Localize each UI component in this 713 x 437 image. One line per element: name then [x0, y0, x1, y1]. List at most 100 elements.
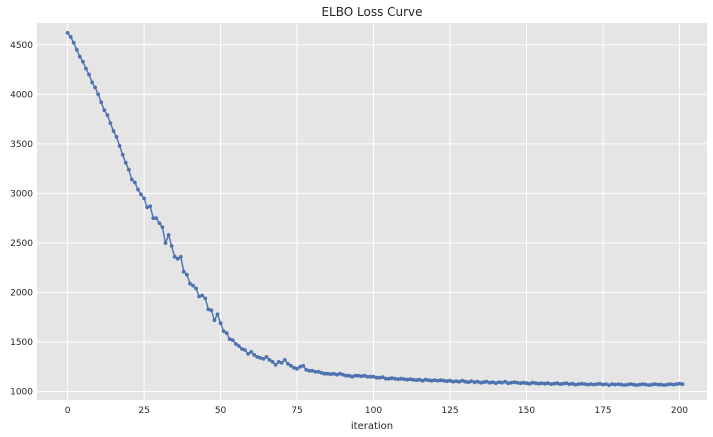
data-point: [191, 283, 195, 288]
data-point: [243, 348, 247, 352]
data-point: [625, 382, 630, 387]
data-point: [438, 378, 443, 383]
data-point: [622, 383, 627, 387]
data-point: [677, 381, 682, 386]
data-point: [142, 196, 147, 201]
data-point: [188, 281, 192, 286]
data-point: [445, 379, 449, 384]
data-point: [527, 381, 532, 386]
data-point: [145, 205, 150, 210]
data-point: [240, 347, 244, 351]
data-point: [65, 31, 70, 35]
x-tick-label: 200: [671, 406, 688, 416]
data-point: [267, 358, 272, 362]
data-point: [414, 378, 419, 383]
data-point: [494, 381, 498, 386]
data-point: [555, 381, 559, 386]
data-point: [533, 381, 538, 386]
data-point: [319, 370, 324, 375]
data-point: [286, 361, 290, 366]
data-point: [490, 380, 495, 385]
data-point: [181, 269, 186, 274]
data-point: [383, 376, 388, 381]
data-point: [172, 254, 177, 259]
data-point: [457, 379, 462, 384]
data-point: [68, 35, 73, 39]
y-tick-label: 2500: [10, 239, 33, 249]
data-point: [264, 355, 269, 359]
data-point: [512, 380, 517, 385]
data-point: [316, 369, 321, 374]
data-point: [448, 378, 452, 383]
data-point: [481, 380, 486, 385]
data-point: [386, 376, 391, 381]
data-point: [325, 371, 330, 376]
data-point: [582, 382, 587, 386]
data-point: [71, 40, 76, 45]
y-tick-label: 3000: [10, 189, 33, 199]
data-point: [304, 367, 309, 372]
data-point: [169, 244, 174, 248]
data-point: [408, 377, 413, 382]
data-point: [123, 160, 128, 165]
data-point: [197, 294, 202, 299]
x-axis-label: iteration: [351, 421, 393, 432]
data-point: [96, 92, 101, 97]
data-point: [662, 383, 667, 387]
data-point: [518, 381, 523, 386]
x-tick-label: 175: [594, 406, 611, 416]
data-point: [258, 356, 263, 360]
data-point: [656, 382, 660, 387]
data-point: [435, 378, 440, 383]
data-point: [585, 382, 590, 387]
y-tick-label: 2000: [10, 288, 33, 298]
data-point: [396, 377, 400, 382]
data-point: [591, 382, 596, 387]
data-point: [338, 371, 342, 376]
data-point: [362, 373, 367, 378]
data-point: [350, 374, 354, 379]
data-point: [393, 376, 397, 381]
data-point: [411, 377, 416, 382]
data-point: [607, 383, 611, 387]
data-point: [665, 382, 670, 387]
data-point: [185, 272, 189, 277]
data-point: [640, 382, 645, 386]
data-point: [374, 375, 379, 380]
data-point: [237, 344, 241, 348]
data-point: [227, 337, 232, 341]
data-point: [344, 373, 348, 378]
data-point: [570, 381, 575, 386]
data-point: [500, 380, 504, 385]
data-point: [601, 382, 605, 387]
data-point: [224, 331, 229, 335]
data-point: [484, 379, 489, 384]
x-tick-label: 0: [65, 406, 71, 416]
data-point: [252, 353, 257, 357]
data-point: [129, 177, 134, 182]
data-point: [405, 377, 410, 382]
plot-area: [37, 23, 707, 400]
data-point: [653, 382, 657, 386]
data-point: [279, 360, 284, 365]
data-point: [487, 380, 492, 385]
data-point: [334, 372, 339, 377]
data-point: [552, 381, 556, 386]
data-point: [87, 72, 91, 77]
data-point: [102, 108, 107, 113]
data-point: [390, 376, 394, 381]
data-point: [423, 377, 428, 382]
data-point: [261, 357, 266, 361]
data-point: [668, 382, 673, 386]
data-point: [215, 312, 220, 317]
data-point: [331, 371, 336, 376]
x-tick-label: 75: [291, 406, 302, 416]
data-point: [631, 382, 636, 387]
data-point: [402, 377, 406, 382]
grid-lines: [37, 23, 707, 400]
data-point: [133, 180, 137, 185]
data-point: [151, 216, 156, 221]
data-point: [282, 358, 287, 362]
data-point: [478, 380, 483, 385]
data-point: [209, 308, 214, 313]
